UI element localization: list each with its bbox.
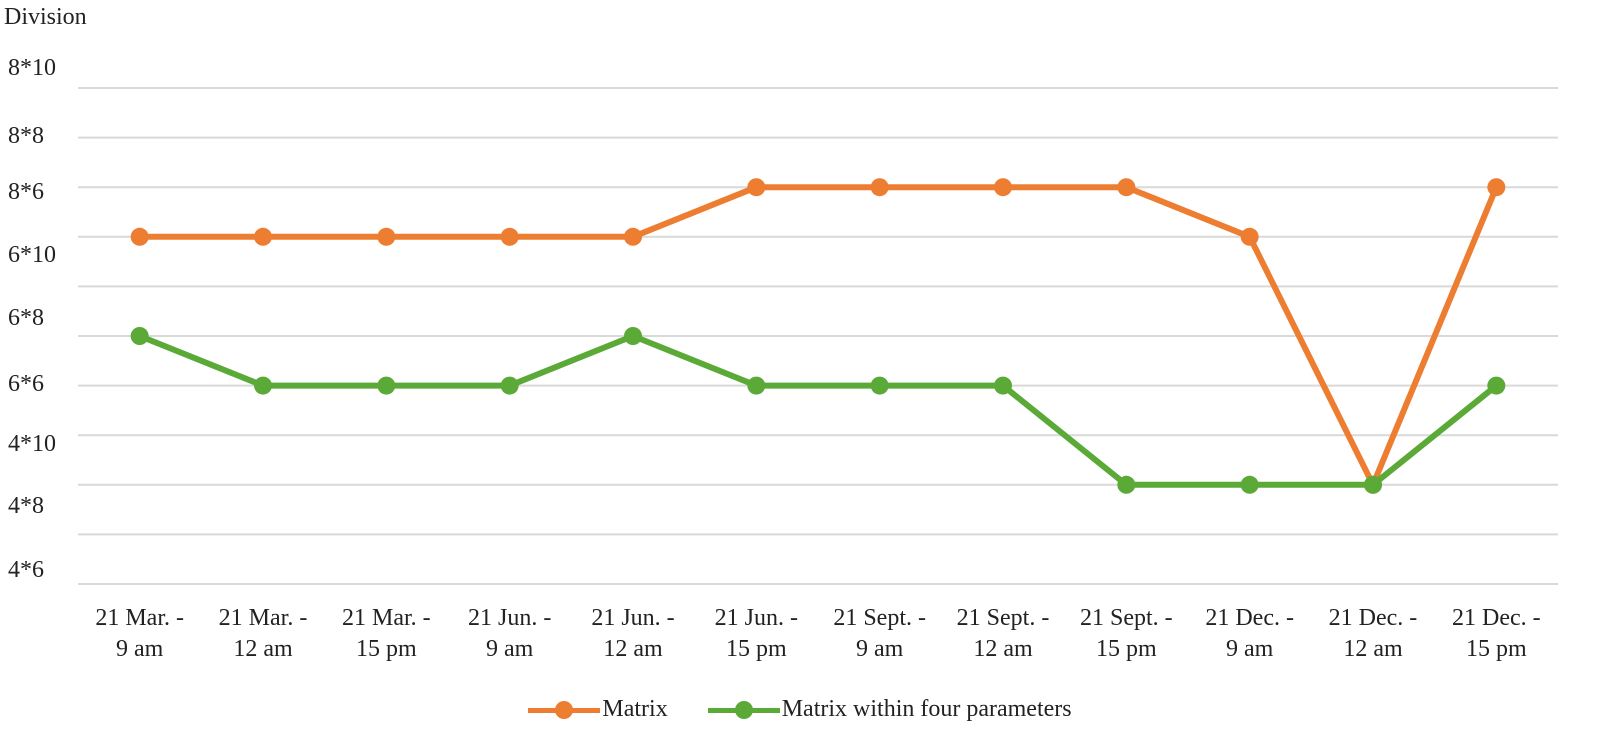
- series-point-1: [377, 376, 396, 395]
- y-tick-label: 6*8: [8, 305, 44, 331]
- series-point-0: [130, 227, 149, 246]
- x-tick-label-line: 21 Sept. -: [833, 605, 926, 631]
- y-tick-label: 6*10: [8, 242, 56, 268]
- series-point-0: [624, 227, 642, 246]
- series-point-0: [1487, 178, 1506, 197]
- series-point-0: [377, 227, 396, 246]
- x-tick-label: 21 Mar. - 12 am: [198, 603, 328, 665]
- series-point-0: [254, 227, 272, 246]
- series-point-0: [1117, 178, 1136, 197]
- x-tick-label-line: 12 am: [603, 636, 663, 662]
- x-tick-label: 21 Sept. - 12 am: [938, 603, 1068, 665]
- x-tick-label: 21 Sept. - 15 pm: [1061, 603, 1191, 665]
- x-tick-label: 21 Dec. - 12 am: [1308, 603, 1438, 665]
- x-tick-label: 21 Jun. - 15 pm: [691, 603, 821, 665]
- legend-swatch-icon: [528, 698, 601, 722]
- series-point-1: [870, 376, 889, 395]
- x-tick-label: 21 Dec. - 15 pm: [1431, 603, 1561, 665]
- x-tick-label-line: 9 am: [485, 636, 534, 662]
- x-tick-label: 21 Jun. - 9 am: [445, 603, 575, 665]
- series-line-1: [138, 333, 1499, 488]
- x-tick-label-line: 21 Mar. -: [342, 605, 431, 631]
- x-tick-label: 21 Sept. - 9 am: [815, 603, 945, 665]
- x-tick-label-line: 15 pm: [1465, 636, 1527, 662]
- x-tick-label: 21 Dec. - 9 am: [1185, 603, 1315, 665]
- series-point-1: [747, 376, 766, 395]
- x-tick-label-line: 9 am: [855, 636, 904, 662]
- y-tick-label: 8*8: [8, 123, 44, 149]
- series-point-1: [1364, 475, 1382, 494]
- series-line-0: [139, 184, 1500, 488]
- x-tick-label-line: 21 Sept. -: [1079, 605, 1173, 631]
- x-tick-label-line: 21 Mar. -: [218, 605, 308, 631]
- x-tick-label-line: 21 Dec. -: [1205, 605, 1294, 631]
- x-tick-label-line: 12 am: [1343, 636, 1403, 662]
- legend-label: Matrix within four parameters: [781, 696, 1072, 722]
- series-point-1: [1240, 475, 1259, 494]
- y-tick-label: 8*6: [8, 179, 44, 205]
- x-tick-label-line: 9 am: [115, 636, 164, 662]
- series-point-0: [1240, 227, 1259, 246]
- x-tick-label-line: 21 Sept. -: [956, 605, 1050, 631]
- x-tick-label-line: 9 am: [1225, 636, 1274, 662]
- x-tick-label-line: 21 Mar. -: [95, 605, 184, 631]
- series-point-0: [994, 178, 1012, 197]
- series-point-1: [1487, 376, 1506, 395]
- x-tick-label-line: 21 Dec. -: [1328, 605, 1418, 631]
- legend-item: Matrix within four parameters: [707, 696, 1072, 723]
- x-tick-label-line: 12 am: [233, 636, 293, 662]
- series-point-1: [1117, 475, 1136, 494]
- x-tick-label-line: 15 pm: [725, 636, 787, 662]
- x-tick-label-line: 15 pm: [1095, 636, 1157, 662]
- series-point-1: [500, 376, 519, 395]
- x-tick-label: 21 Mar. - 9 am: [75, 603, 205, 665]
- x-tick-label-line: 21 Jun. -: [714, 605, 798, 631]
- y-tick-label: 4*8: [8, 493, 44, 519]
- series-point-1: [994, 376, 1012, 395]
- x-tick-label-line: 21 Jun. -: [467, 605, 552, 631]
- x-tick-label-line: 21 Dec. -: [1452, 605, 1541, 631]
- series-point-0: [747, 178, 766, 197]
- series-point-0: [500, 227, 519, 246]
- y-tick-label: 8*10: [8, 55, 56, 81]
- y-tick-label: 4*10: [8, 431, 56, 457]
- legend-item: Matrix: [528, 696, 668, 723]
- series-point-1: [130, 327, 149, 345]
- y-tick-label: 4*6: [8, 557, 44, 583]
- series-point-1: [254, 376, 272, 395]
- series-point-1: [624, 327, 642, 345]
- y-axis-title: Division: [4, 4, 87, 30]
- x-tick-label-line: 12 am: [973, 636, 1033, 662]
- x-tick-label: 21 Jun. - 12 am: [568, 603, 698, 665]
- chart-legend: Matrix Matrix within four parameters: [0, 696, 1600, 723]
- x-tick-label-line: 15 pm: [355, 636, 417, 662]
- series-point-0: [870, 178, 889, 197]
- x-tick-label: 21 Mar. - 15 pm: [321, 603, 451, 665]
- legend-label: Matrix: [602, 696, 668, 722]
- legend-swatch-icon: [707, 698, 780, 722]
- y-tick-label: 6*6: [8, 371, 44, 397]
- x-tick-label-line: 21 Jun. -: [591, 605, 675, 631]
